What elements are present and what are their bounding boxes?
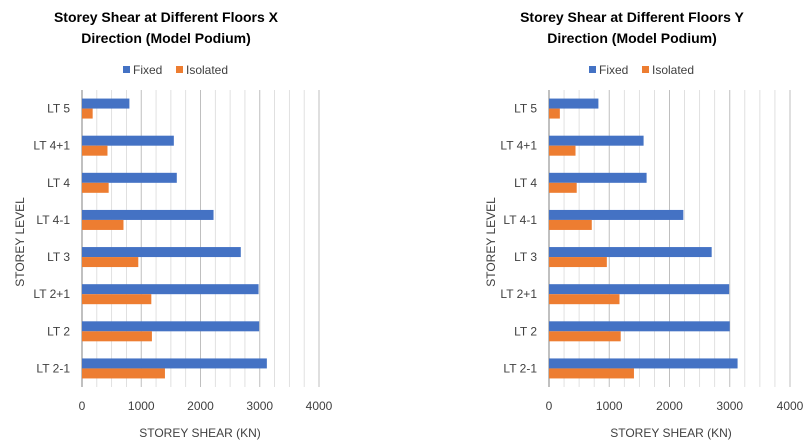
bar-fixed xyxy=(549,321,730,332)
y-axis-title: STOREY LEVEL xyxy=(13,197,27,287)
legend-swatch-fixed xyxy=(123,66,130,73)
legend-swatch-isolated xyxy=(642,66,649,73)
bar-isolated xyxy=(82,108,93,119)
bar-fixed xyxy=(549,284,730,295)
legend-label-fixed: Fixed xyxy=(599,63,628,77)
category-label: LT 2-1 xyxy=(36,361,70,375)
bar-isolated xyxy=(82,368,165,379)
bar-fixed xyxy=(549,98,599,109)
bar-isolated xyxy=(82,294,152,305)
category-label: LT 4+1 xyxy=(33,139,70,153)
legend-label-fixed: Fixed xyxy=(133,63,162,77)
bar-isolated xyxy=(549,294,620,305)
x-tick-label: 1000 xyxy=(128,399,155,413)
legend-label-isolated: Isolated xyxy=(652,63,694,77)
chart-svg: Storey Shear at Different Floors Y Direc… xyxy=(484,9,804,440)
category-label: LT 2 xyxy=(47,324,70,338)
chart-title-line-2: Direction (Model Podium) xyxy=(81,30,251,46)
category-labels: LT 5 LT 4+1 LT 4 LT 4-1 LT 3 LT 2+1 LT 2 LT 2-1 xyxy=(500,102,537,376)
bar-fixed xyxy=(549,247,712,258)
x-axis-title: STOREY SHEAR (KN) xyxy=(610,426,732,440)
chart-title-line-2: Direction (Model Podium) xyxy=(547,30,717,46)
bar-fixed xyxy=(82,135,174,146)
storey-shear-y-chart: Storey Shear at Different Floors Y Direc… xyxy=(404,0,804,444)
category-labels: LT 5 LT 4+1 LT 4 LT 4-1 LT 3 LT 2+1 LT 2 LT 2-1 xyxy=(33,102,70,376)
bar-isolated xyxy=(549,368,634,379)
bar-fixed xyxy=(549,135,644,146)
category-label: LT 4 xyxy=(47,176,70,190)
x-tick-label: 3000 xyxy=(716,399,743,413)
chart-title-line-1: Storey Shear at Different Floors X xyxy=(54,9,279,25)
x-tick-label: 4000 xyxy=(777,399,804,413)
bar-fixed xyxy=(549,209,684,220)
bar-fixed xyxy=(82,209,214,220)
y-axis-title: STOREY LEVEL xyxy=(484,197,498,287)
x-tick-label: 0 xyxy=(79,399,86,413)
x-tick-label: 2000 xyxy=(187,399,214,413)
bar-fixed xyxy=(82,284,259,295)
grid-layer xyxy=(548,90,791,387)
bar-isolated xyxy=(82,257,139,268)
chart-title-line-1: Storey Shear at Different Floors Y xyxy=(520,9,744,25)
x-tick-label: 4000 xyxy=(306,399,333,413)
bar-fixed xyxy=(82,358,267,369)
legend-swatch-fixed xyxy=(589,66,596,73)
bar-fixed xyxy=(549,172,647,183)
bar-isolated xyxy=(82,219,124,230)
category-label: LT 4-1 xyxy=(36,213,70,227)
category-label: LT 3 xyxy=(514,250,537,264)
bar-fixed xyxy=(549,358,738,369)
bar-isolated xyxy=(82,182,109,193)
x-tick-label: 3000 xyxy=(246,399,273,413)
bar-fixed xyxy=(82,98,130,109)
x-tick-label: 2000 xyxy=(656,399,683,413)
bar-isolated xyxy=(549,257,607,268)
legend-swatch-isolated xyxy=(176,66,183,73)
bar-fixed xyxy=(82,321,260,332)
category-label: LT 4-1 xyxy=(503,213,537,227)
bar-isolated xyxy=(549,219,592,230)
bar-isolated xyxy=(549,182,577,193)
x-tick-labels: 0 1000 2000 3000 4000 xyxy=(546,399,804,413)
bar-isolated xyxy=(82,145,108,156)
category-label: LT 2+1 xyxy=(500,287,537,301)
legend: Fixed Isolated xyxy=(123,63,228,77)
bar-fixed xyxy=(82,247,241,258)
x-tick-label: 0 xyxy=(546,399,553,413)
category-label: LT 5 xyxy=(514,102,537,116)
category-label: LT 2 xyxy=(514,324,537,338)
bar-isolated xyxy=(549,331,621,342)
category-label: LT 2-1 xyxy=(503,361,537,375)
category-label: LT 2+1 xyxy=(33,287,70,301)
x-tick-labels: 0 1000 2000 3000 4000 xyxy=(79,399,333,413)
bar-isolated xyxy=(549,145,576,156)
category-label: LT 3 xyxy=(47,250,70,264)
bar-isolated xyxy=(549,108,560,119)
category-label: LT 4 xyxy=(514,176,537,190)
bar-layer xyxy=(82,98,267,379)
bar-fixed xyxy=(82,172,177,183)
category-label: LT 4+1 xyxy=(500,139,537,153)
legend-label-isolated: Isolated xyxy=(186,63,228,77)
storey-shear-x-chart: Storey Shear at Different Floors X Direc… xyxy=(0,0,400,444)
legend: Fixed Isolated xyxy=(589,63,694,77)
x-axis-title: STOREY SHEAR (KN) xyxy=(139,426,261,440)
category-label: LT 5 xyxy=(47,102,70,116)
x-tick-label: 1000 xyxy=(596,399,623,413)
grid-layer xyxy=(81,90,320,387)
bar-isolated xyxy=(82,331,152,342)
bar-layer xyxy=(549,98,738,379)
chart-svg: Storey Shear at Different Floors X Direc… xyxy=(13,9,333,440)
